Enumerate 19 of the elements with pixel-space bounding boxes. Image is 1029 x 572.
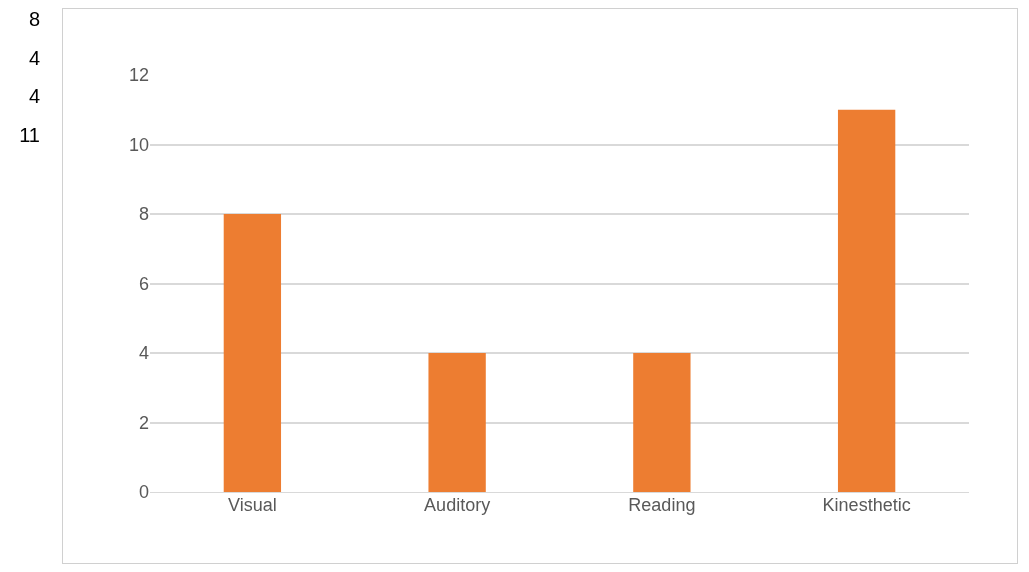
x-tick-label: Reading (628, 495, 696, 515)
y-tick-label: 8 (138, 204, 149, 225)
bar (633, 353, 691, 492)
x-tick-label: Visual (228, 495, 277, 515)
bar (837, 109, 896, 492)
bar (428, 353, 486, 492)
x-tick-label: Kinesthetic (822, 495, 911, 515)
y-tick-label: 4 (138, 343, 149, 364)
y-tick-label: 12 (128, 65, 149, 86)
text: 4 (27, 84, 40, 109)
text: 4 (27, 45, 40, 71)
bar (223, 214, 282, 492)
y-tick-label: 6 (138, 273, 149, 294)
y-tick-label: 2 (138, 412, 149, 433)
y-tick-label: 0 (138, 482, 149, 503)
text: 8 (27, 7, 40, 32)
y-tick-label: 10 (128, 134, 149, 155)
x-tick-label: Auditory (424, 495, 491, 515)
text: 11 (18, 122, 40, 148)
